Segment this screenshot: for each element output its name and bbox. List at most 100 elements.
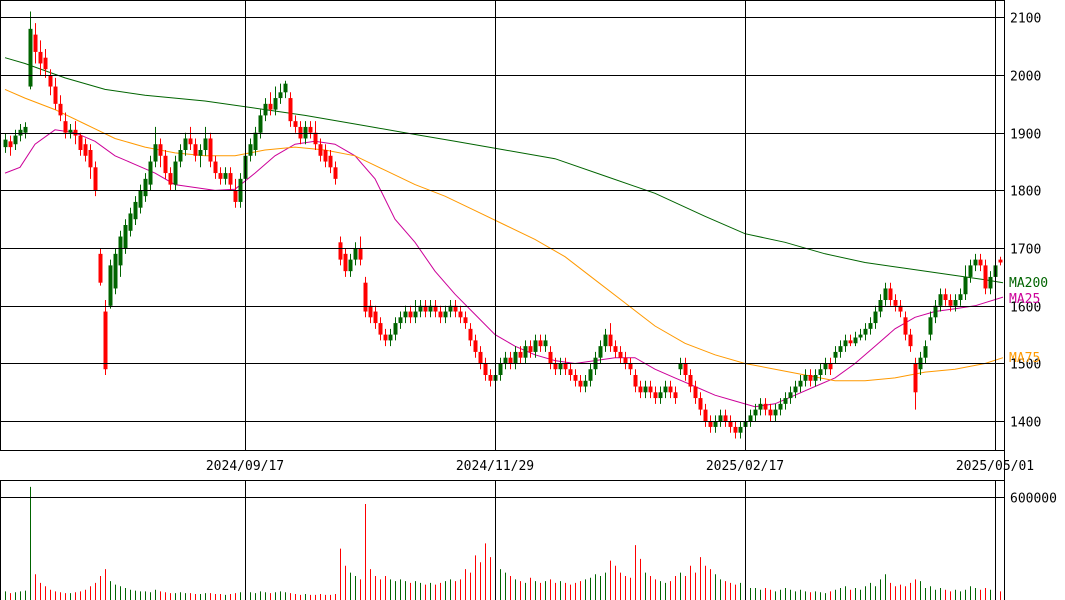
candle-up [603,334,608,347]
candle-down [483,363,488,375]
price-tick-label: 1800 [1010,185,1041,200]
candle-down [733,426,738,433]
candle-up [813,375,818,381]
candle-down [193,144,198,156]
candle-down [578,380,583,387]
candle-down [168,173,173,185]
candle-down [338,242,343,260]
candle-up [643,386,648,393]
candle-up [523,346,528,358]
candle-down [728,421,733,427]
candle-up [953,300,958,306]
candle-up [13,135,18,145]
candle-down [548,351,553,364]
candle-down [228,173,233,185]
candle-up [263,103,268,116]
candle-down [63,121,68,133]
candle-up [798,380,803,387]
candle-up [413,311,418,318]
candle-down [313,132,318,145]
candle-down [468,328,473,341]
candle-up [968,265,973,277]
ma-label-ma75: MA75 [1009,351,1040,366]
candle-down [538,340,543,347]
candle-down [708,421,713,427]
candle-down [408,311,413,318]
candle-down [948,300,953,306]
candle-down [208,138,213,162]
candle-down [848,340,853,344]
candle-up [428,305,433,312]
candle-down [628,363,633,370]
candle-up [958,294,963,300]
candle-up [583,380,588,387]
candle-down [488,375,493,381]
candle-down [888,288,893,300]
candle-down [693,386,698,399]
candle-down [58,103,63,116]
candle-down [983,265,988,289]
candle-up [803,375,808,381]
candle-up [393,323,398,335]
candle-up [173,161,178,185]
price-panel [3,11,1004,439]
candle-down [438,311,443,318]
date-tick-label: 2025/02/17 [706,459,784,474]
candle-up [823,363,828,370]
candle-up [543,340,548,347]
candle-up [788,392,793,399]
candle-down [673,392,678,399]
candle-up [748,415,753,422]
candle-up [818,369,823,375]
candle-up [658,392,663,399]
candle-up [128,213,133,231]
candle-up [113,253,118,289]
candle-up [758,403,763,410]
candle-up [258,115,263,133]
candle-down [93,167,98,191]
candle-down [188,138,193,145]
candle-down [508,357,513,364]
volume-panel [5,486,1001,600]
candle-up [153,144,158,162]
candle-down [8,141,13,148]
candle-down [368,305,373,318]
candle-up [253,132,258,150]
date-tick-label: 2024/11/29 [456,459,534,474]
candle-down [453,305,458,312]
candle-down [423,305,428,312]
candle-down [78,135,83,150]
candle-down [33,34,38,52]
candle-down [98,253,103,283]
candle-down [363,282,368,312]
candle-down [288,98,293,122]
candle-down [358,248,363,260]
candle-up [183,138,188,150]
candle-down [648,386,653,393]
candle-up [853,337,858,344]
candle-up [223,173,228,179]
candle-up [118,236,123,266]
candle-up [348,259,353,272]
candle-down [553,363,558,370]
candle-up [18,129,23,136]
candle-up [753,409,758,416]
candle-up [718,415,723,422]
candle-up [353,248,358,260]
candle-up [858,334,863,338]
candle-down [978,259,983,266]
date-tick-label: 2024/09/17 [206,459,284,474]
candle-up [833,351,838,358]
candle-up [388,334,393,341]
candle-up [738,426,743,433]
candle-down [328,155,333,168]
price-tick-label: 1700 [1010,243,1041,258]
candle-up [3,139,8,148]
candle-down [233,190,238,202]
candle-up [933,305,938,318]
candle-up [713,421,718,427]
candle-down [518,351,523,358]
candle-down [293,121,298,127]
candle-down [638,386,643,393]
